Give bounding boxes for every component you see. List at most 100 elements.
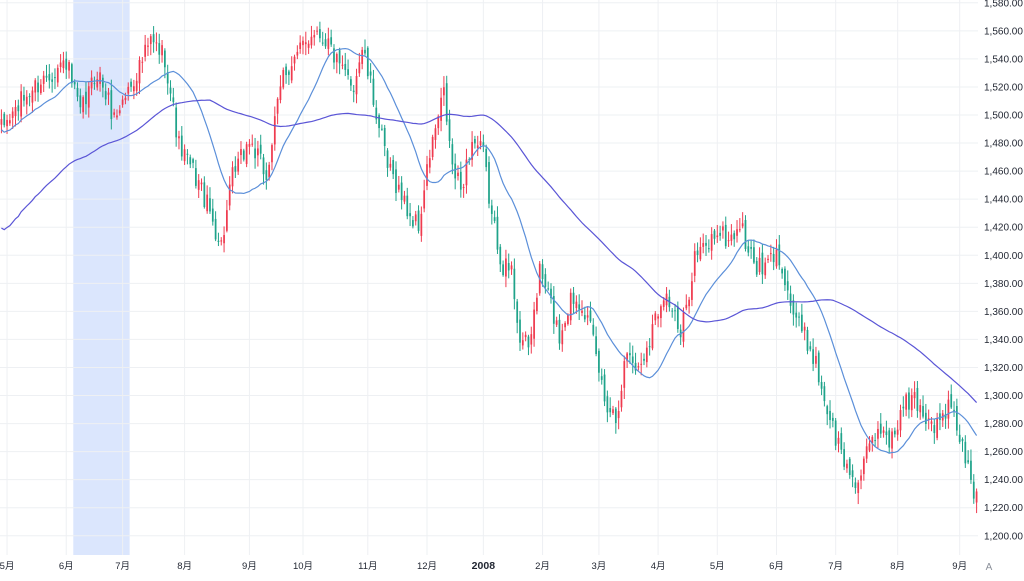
candle[interactable] (609, 397, 612, 418)
candle[interactable] (448, 109, 451, 148)
candle[interactable] (936, 412, 939, 441)
candle[interactable] (152, 26, 155, 53)
candle[interactable] (397, 175, 400, 193)
candle[interactable] (671, 308, 674, 318)
candle[interactable] (42, 70, 45, 93)
candle[interactable] (166, 64, 169, 95)
candle[interactable] (465, 148, 468, 194)
candle[interactable] (39, 79, 42, 95)
candle[interactable] (603, 369, 606, 407)
candle[interactable] (919, 399, 922, 420)
candle[interactable] (967, 450, 970, 465)
candle[interactable] (383, 124, 386, 157)
candle[interactable] (417, 205, 420, 234)
candle[interactable] (550, 283, 552, 304)
candle[interactable] (228, 176, 231, 211)
candle[interactable] (127, 82, 130, 101)
candle[interactable] (113, 108, 116, 118)
candle[interactable] (180, 126, 183, 161)
candle[interactable] (327, 27, 330, 56)
candle[interactable] (612, 405, 614, 416)
candle[interactable] (445, 75, 448, 126)
candle[interactable] (8, 113, 11, 126)
candle[interactable] (104, 83, 107, 106)
candle[interactable] (392, 155, 395, 180)
candle[interactable] (831, 412, 834, 428)
candle[interactable] (299, 35, 302, 54)
candle[interactable] (335, 52, 338, 74)
candle[interactable] (206, 185, 209, 214)
candle[interactable] (575, 295, 578, 314)
candle[interactable] (34, 78, 37, 102)
candle[interactable] (457, 165, 459, 181)
candle[interactable] (857, 480, 860, 505)
candle[interactable] (149, 33, 152, 56)
candle[interactable] (223, 226, 225, 253)
candle[interactable] (251, 134, 254, 147)
candle[interactable] (631, 345, 634, 374)
candle[interactable] (741, 212, 744, 229)
candle[interactable] (761, 243, 764, 285)
candle[interactable] (891, 428, 893, 459)
candle-layer[interactable] (0, 21, 978, 514)
candle[interactable] (851, 464, 854, 488)
candle[interactable] (17, 99, 20, 121)
candle[interactable] (547, 281, 550, 291)
candle[interactable] (423, 179, 426, 213)
candle[interactable] (242, 148, 245, 162)
candle[interactable] (955, 398, 958, 436)
candle[interactable] (175, 102, 178, 147)
candle[interactable] (14, 100, 17, 127)
candle[interactable] (59, 54, 62, 73)
candle[interactable] (226, 199, 228, 233)
candle[interactable] (240, 141, 242, 165)
candle[interactable] (922, 395, 924, 419)
candle[interactable] (854, 477, 857, 494)
x-axis[interactable]: 5月 6月 7月 8月 9月 10月 11月 12月 2008 2月 3月 4月 5月 6月 7月 8月 9月 (0, 560, 967, 572)
candle[interactable] (595, 326, 597, 357)
candle[interactable] (273, 106, 276, 151)
candle[interactable] (482, 134, 485, 153)
candle[interactable] (118, 105, 121, 116)
candle[interactable] (758, 247, 761, 275)
candle[interactable] (245, 141, 248, 168)
candle[interactable] (290, 56, 293, 84)
candle[interactable] (736, 220, 738, 243)
candle[interactable] (341, 55, 344, 70)
candle[interactable] (916, 380, 919, 418)
candle[interactable] (271, 143, 273, 171)
candle[interactable] (569, 288, 572, 325)
candle[interactable] (707, 239, 710, 253)
candle[interactable] (747, 240, 750, 257)
candle[interactable] (431, 134, 434, 161)
candle[interactable] (186, 149, 189, 165)
candle[interactable] (502, 260, 504, 277)
candle[interactable] (953, 401, 955, 417)
candle[interactable] (302, 36, 304, 55)
candle[interactable] (358, 52, 361, 77)
candle[interactable] (476, 135, 479, 157)
candle[interactable] (31, 86, 34, 113)
candle[interactable] (910, 388, 913, 418)
candle[interactable] (282, 67, 285, 90)
candle[interactable] (344, 52, 347, 77)
candle[interactable] (795, 302, 798, 328)
candle[interactable] (674, 303, 676, 322)
candle[interactable] (519, 310, 521, 351)
candle[interactable] (733, 230, 736, 247)
candle[interactable] (164, 48, 166, 79)
candle[interactable] (172, 87, 175, 107)
candle[interactable] (259, 134, 262, 160)
candle[interactable] (924, 403, 927, 431)
candle[interactable] (203, 176, 206, 209)
candle[interactable] (713, 228, 716, 245)
candle[interactable] (372, 69, 375, 107)
candle[interactable] (0, 109, 3, 134)
candle[interactable] (231, 161, 234, 194)
candle[interactable] (614, 407, 617, 434)
candle[interactable] (262, 153, 265, 185)
candle[interactable] (443, 76, 445, 106)
candle[interactable] (426, 155, 428, 191)
candle[interactable] (583, 306, 586, 323)
candle[interactable] (902, 396, 905, 417)
